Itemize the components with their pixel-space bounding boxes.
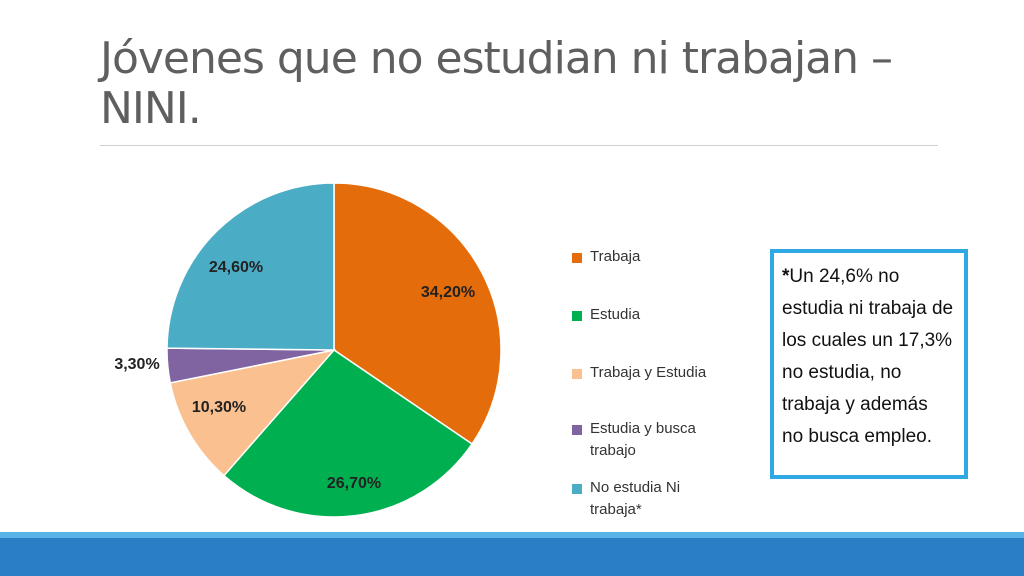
legend-swatch	[572, 369, 582, 379]
legend-label: No estudia Ni trabaja*	[590, 479, 681, 518]
footnote-asterisk: *	[782, 266, 790, 287]
pie-slice-trabaja-y-estudia	[169, 348, 337, 477]
data-label: 26,70%	[327, 475, 381, 492]
data-label: 24,60%	[209, 259, 263, 276]
legend-label: Estudia	[590, 306, 641, 323]
footer-bar	[0, 538, 1024, 576]
legend-item-estudia: Estudia	[572, 304, 752, 326]
data-label: 10,30%	[192, 399, 246, 416]
footnote-box: *Un 24,6% no estudia ni trabaja de los c…	[770, 249, 968, 479]
legend-swatch	[572, 484, 582, 494]
pie-slice-trabaja	[333, 182, 502, 446]
legend-item-estudia-y-busca-trabajo: Estudia y busca trabajo	[572, 418, 722, 462]
slide-title: Jóvenes que no estudian ni trabajan – NI…	[100, 33, 893, 134]
legend-item-trabaja-y-estudia: Trabaja y Estudia	[572, 362, 752, 384]
pie-slice-no-estudia-ni-trabaja	[166, 182, 335, 351]
legend-swatch	[572, 311, 582, 321]
data-label: 3,30%	[114, 356, 159, 373]
footnote-text: Un 24,6% no estudia ni trabaja de los cu…	[782, 266, 954, 447]
legend-swatch	[572, 425, 582, 435]
legend-label: Trabaja	[590, 248, 641, 265]
pie-chart: 34,20% 26,70% 10,30% 3,30% 24,60%	[114, 182, 502, 518]
legend-label: Trabaja y Estudia	[590, 364, 707, 381]
pie-slice-estudia	[222, 349, 474, 518]
title-divider	[100, 145, 938, 146]
legend-item-trabaja: Trabaja	[572, 246, 752, 268]
legend-swatch	[572, 253, 582, 263]
footer-accent-strip	[0, 532, 1024, 538]
legend-label: Estudia y busca trabajo	[590, 420, 696, 459]
data-label: 34,20%	[421, 284, 475, 301]
legend-item-no-estudia-ni-trabaja: No estudia Ni trabaja*	[572, 477, 712, 521]
